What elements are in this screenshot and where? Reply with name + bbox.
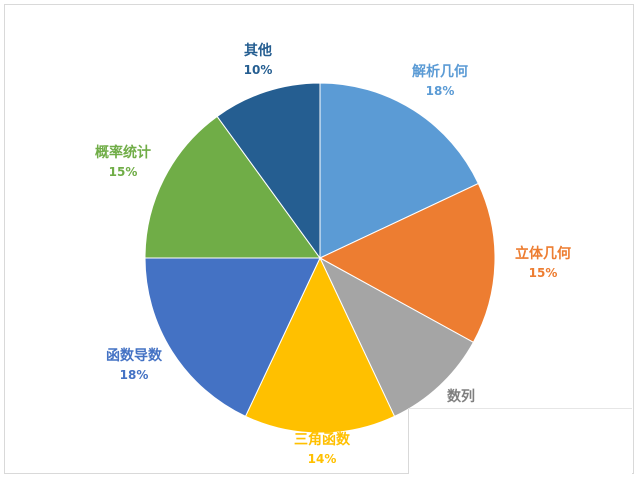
pie-slice-7 (216, 82, 321, 260)
slice-label-7: 其他 (244, 42, 272, 59)
slice-label-5: 函数导数 (106, 347, 163, 364)
overlay-box (408, 408, 632, 474)
slice-label-6: 概率统计 (95, 144, 151, 161)
slice-pct-1: 18% (426, 84, 455, 98)
pie-slice-5 (144, 257, 321, 418)
slice-pct-7: 10% (244, 63, 273, 77)
slice-pct-6: 15% (109, 165, 138, 179)
pie-slice-4 (244, 256, 396, 434)
slice-pct-5: 18% (120, 368, 149, 382)
pie-slice-3 (318, 256, 475, 418)
slice-label-1: 解析几何 (412, 63, 468, 80)
slice-label-2: 立体几何 (515, 245, 571, 262)
slice-label-3: 数列 (447, 388, 475, 405)
pie-slice-1 (319, 82, 480, 259)
slice-pct-4: 14% (308, 452, 337, 466)
slice-pct-2: 15% (529, 266, 558, 280)
slice-label-4: 三角函数 (294, 431, 351, 448)
pie-slice-2 (318, 182, 496, 343)
pie-slice-6 (144, 115, 321, 259)
